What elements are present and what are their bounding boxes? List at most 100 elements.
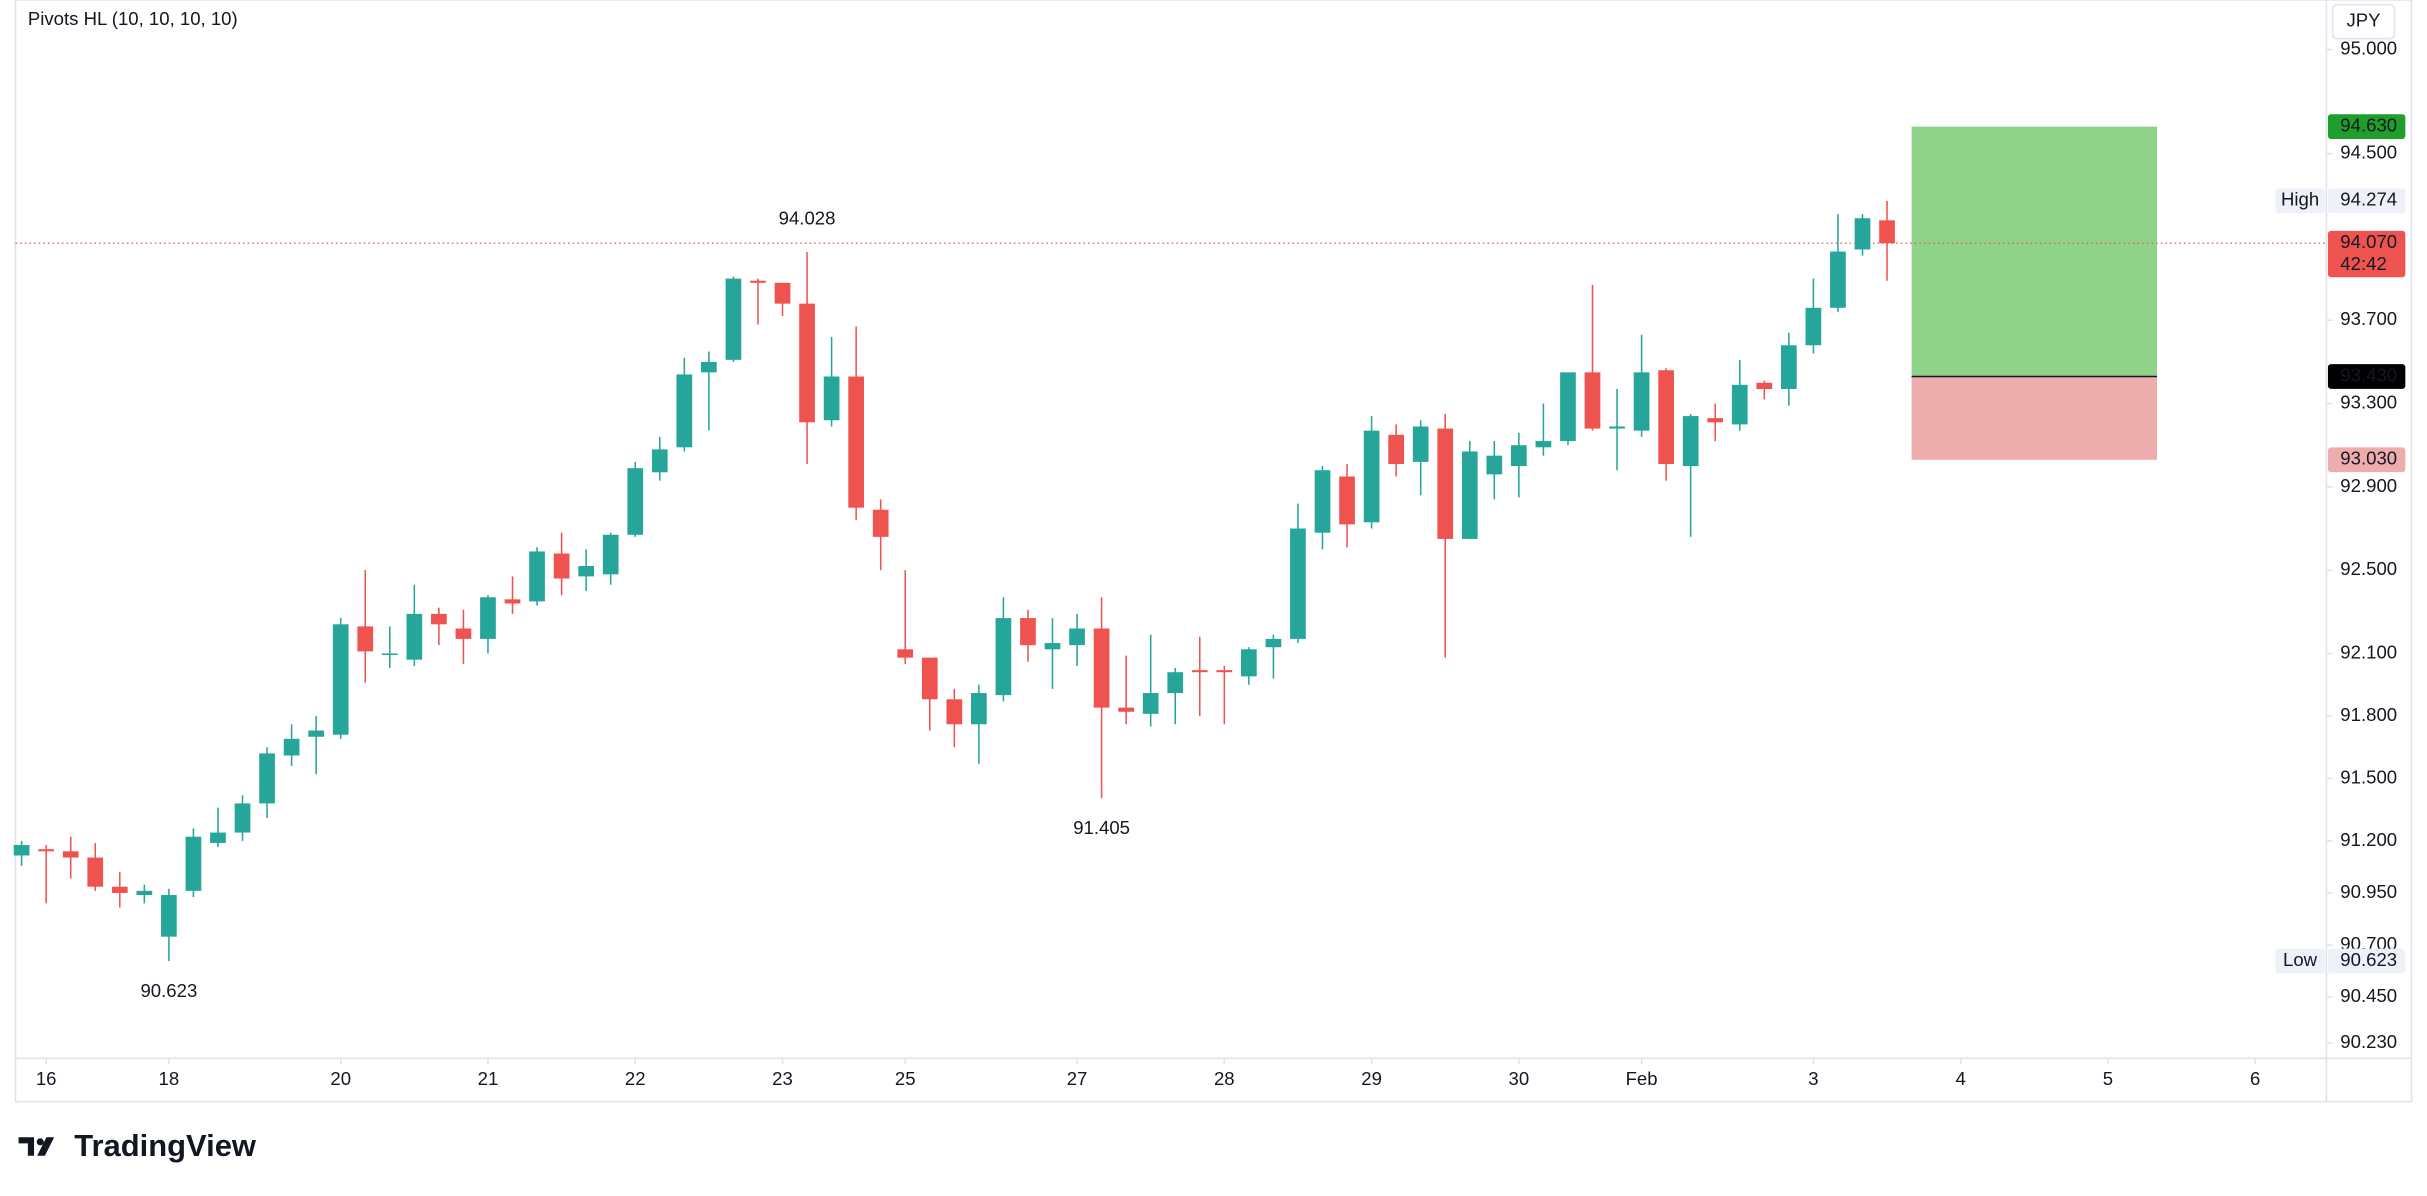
candle-body: [1830, 251, 1846, 308]
candle-body: [1191, 670, 1208, 673]
x-tick-label: 29: [1361, 1068, 1382, 1089]
marker-name-box: [2275, 188, 2325, 214]
candle-body: [1658, 370, 1674, 464]
candle-body: [111, 886, 128, 893]
x-tick-label: 30: [1509, 1068, 1530, 1089]
y-tick-label: 92.500: [2340, 558, 2397, 579]
candle-body: [1093, 628, 1110, 708]
candle-body: [1314, 470, 1331, 533]
x-tick-label: Feb: [1626, 1068, 1658, 1089]
candle-body: [872, 509, 889, 537]
candle-body: [210, 832, 226, 843]
candle-body: [774, 282, 791, 304]
candle-body: [480, 597, 496, 639]
candle-body: [185, 836, 202, 891]
candle-body: [1167, 672, 1184, 694]
currency-label[interactable]: JPY: [2347, 10, 2381, 31]
candle-body: [1241, 649, 1257, 677]
marker-value-box: [2327, 188, 2406, 214]
marker-name: High: [2281, 189, 2319, 210]
candle-body: [1854, 218, 1871, 250]
candle-body: [332, 624, 349, 735]
candle-body: [1511, 445, 1527, 467]
stop-price-box: [2327, 447, 2406, 473]
candle-body: [259, 753, 275, 804]
y-tick-label: 91.500: [2340, 766, 2397, 787]
position-target-zone: [1911, 126, 2158, 377]
candle-body: [578, 566, 595, 577]
last-price-box: [2327, 230, 2406, 278]
x-tick-label: 3: [1808, 1068, 1818, 1089]
y-tick-label: 92.100: [2340, 641, 2397, 662]
candle-body: [161, 895, 177, 937]
pivot-label: 91.405: [1073, 817, 1130, 838]
x-tick-label: 16: [36, 1068, 57, 1089]
candle-body: [455, 628, 472, 639]
candle-body: [1044, 643, 1061, 650]
candle-body: [1265, 638, 1282, 648]
candle-body: [1388, 434, 1404, 464]
candle-body: [1805, 307, 1822, 346]
marker-value-box: [2327, 948, 2406, 974]
candle-body: [799, 303, 815, 423]
x-tick-label: 22: [625, 1068, 646, 1089]
candle-body: [921, 657, 938, 700]
x-tick-label: 23: [772, 1068, 793, 1089]
chart-frame: [14, 0, 2413, 1103]
currency-box[interactable]: [2331, 3, 2396, 40]
entry-price-box: [2327, 364, 2406, 389]
candle-body: [1363, 430, 1380, 523]
candle-body: [1461, 451, 1478, 539]
x-tick-label: 4: [1956, 1068, 1966, 1089]
candle-body: [1339, 476, 1355, 525]
candle-body: [1412, 426, 1429, 462]
candle-body: [504, 599, 521, 604]
target-price-text: 94.630: [2340, 115, 2397, 136]
brand-name: TradingView: [74, 1128, 257, 1163]
x-tick-label: 21: [478, 1068, 499, 1089]
candle-body: [357, 626, 374, 652]
y-tick-label: 90.230: [2340, 1031, 2397, 1052]
entry-price-text: 93.430: [2340, 364, 2397, 385]
y-tick-label: 95.000: [2340, 37, 2397, 58]
candle-body: [1756, 382, 1773, 390]
y-tick-label: 90.450: [2340, 985, 2397, 1006]
candle-body: [234, 803, 251, 833]
x-tick-label: 25: [895, 1068, 916, 1089]
candle-body: [750, 280, 766, 283]
position-stop-zone: [1911, 376, 2158, 460]
y-tick-label: 90.950: [2340, 881, 2397, 902]
x-tick-label: 18: [159, 1068, 180, 1089]
y-tick-label: 91.200: [2340, 829, 2397, 850]
candle-body: [1216, 670, 1233, 673]
candle-body: [1879, 220, 1895, 244]
candle-body: [431, 613, 447, 625]
y-tick-label: 91.800: [2340, 704, 2397, 725]
candle-body: [897, 649, 914, 658]
candle-body: [308, 730, 325, 737]
candle-body: [848, 376, 864, 508]
marker-name: Low: [2283, 949, 2318, 970]
candle-body: [725, 278, 742, 360]
brand-logo: [18, 1137, 55, 1156]
indicator-title: Pivots HL (10, 10, 10, 10): [28, 8, 238, 29]
x-tick-label: 6: [2250, 1068, 2260, 1089]
brand-icon-dot: [36, 1138, 44, 1146]
candle-body: [1486, 455, 1503, 475]
pivot-label: 90.623: [140, 980, 197, 1001]
marker-value-text: 90.623: [2340, 949, 2397, 970]
candle-body: [406, 613, 423, 660]
candle-body: [1020, 618, 1036, 646]
candle-body: [1609, 426, 1625, 429]
countdown-text: 42:42: [2340, 253, 2386, 274]
candle-body: [627, 468, 644, 535]
candle-body: [946, 699, 963, 725]
candle-body: [1584, 372, 1601, 429]
target-price-box: [2327, 114, 2406, 139]
y-tick-label: 94.500: [2340, 142, 2397, 163]
candle-body: [1707, 418, 1724, 423]
brand-icon: [18, 1137, 55, 1156]
candle-body: [529, 551, 545, 602]
pivot-label: 94.028: [779, 207, 836, 228]
